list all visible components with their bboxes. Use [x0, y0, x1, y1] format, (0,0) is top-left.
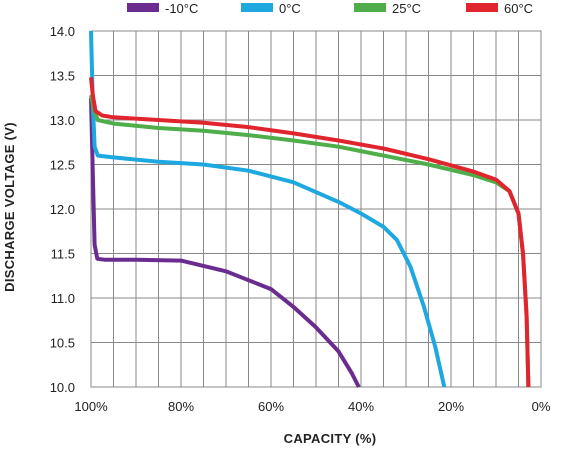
x-tick-label: 80%	[168, 399, 194, 414]
y-tick-label: 12.0	[50, 202, 75, 217]
plot-frame	[90, 30, 542, 388]
legend-label: 60°C	[504, 1, 533, 16]
y-tick-label: 10.5	[50, 336, 75, 351]
x-tick-label: 20%	[438, 399, 464, 414]
y-tick-label: 11.0	[51, 291, 75, 306]
legend: -10°C 0°C 25°C 60°C	[127, 1, 533, 16]
x-tick-label: 100%	[74, 399, 108, 414]
series-line-0	[89, 97, 361, 388]
legend-swatch	[127, 3, 159, 12]
series-line-3	[89, 77, 531, 388]
legend-label: -10°C	[165, 1, 198, 16]
legend-swatch	[354, 3, 386, 12]
legend-label: 0°C	[279, 1, 301, 16]
y-axis-title: DISCHARGE VOLTAGE (V)	[2, 122, 17, 292]
grid	[90, 30, 542, 388]
y-tick-labels: 10.0 10.5 11.0 11.5 12.0 12.5 13.0 13.5 14.0	[50, 24, 75, 395]
x-tick-labels: 100% 80% 60% 40% 20% 0%	[74, 399, 550, 414]
series-layer	[89, 30, 531, 388]
y-tick-label: 14.0	[50, 24, 75, 39]
y-tick-label: 11.5	[51, 247, 75, 262]
legend-label: 25°C	[392, 1, 421, 16]
y-tick-label: 12.5	[50, 158, 75, 173]
x-tick-label: 40%	[348, 399, 374, 414]
y-tick-label: 10.0	[50, 380, 75, 395]
x-tick-label: 60%	[258, 399, 284, 414]
y-tick-label: 13.0	[50, 113, 75, 128]
series-line-1	[89, 30, 447, 388]
x-tick-label: 0%	[532, 399, 551, 414]
y-tick-label: 13.5	[50, 69, 75, 84]
legend-swatch	[466, 3, 498, 12]
series-line-2	[89, 94, 531, 388]
x-axis-title: CAPACITY (%)	[284, 431, 377, 446]
legend-swatch	[241, 3, 273, 12]
